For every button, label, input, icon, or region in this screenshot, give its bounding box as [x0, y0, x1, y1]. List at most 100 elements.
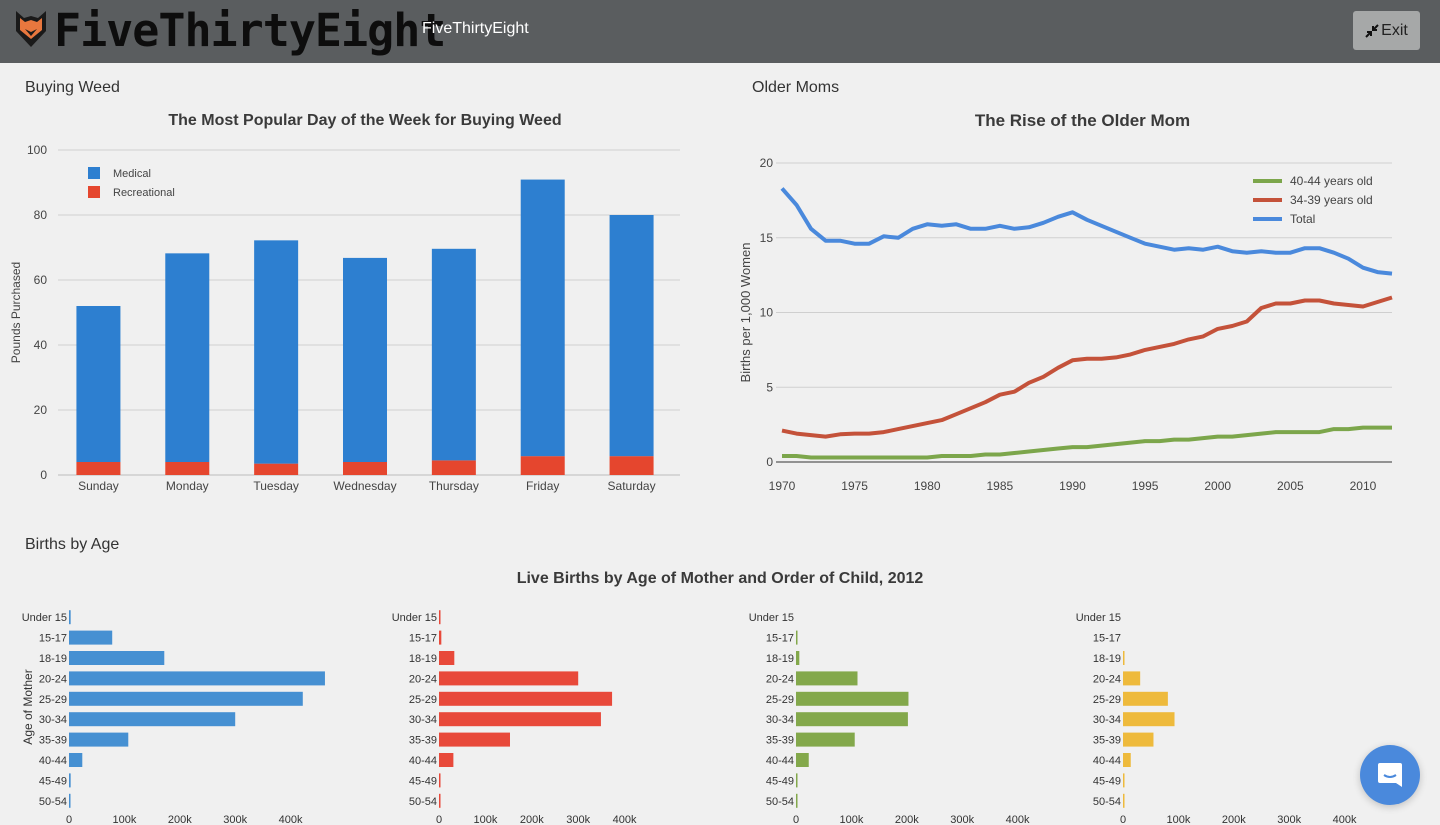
x-tick-label: Thursday — [429, 479, 479, 493]
bar-medical — [76, 306, 121, 462]
category-label: 35-39 — [766, 735, 794, 747]
bar — [439, 651, 455, 665]
x-tick-label: 1995 — [1132, 479, 1159, 493]
category-label: Under 15 — [1076, 612, 1121, 624]
y-axis-label: Pounds Purchased — [9, 262, 23, 363]
legend-label-recreational: Recreational — [113, 187, 175, 199]
x-tick-label: 300k — [566, 814, 590, 825]
category-label: 18-19 — [409, 653, 437, 665]
bar — [1123, 773, 1125, 788]
category-label: 30-34 — [39, 714, 67, 726]
bar — [439, 753, 454, 767]
compress-icon — [1365, 23, 1379, 38]
bar-medical — [165, 253, 210, 462]
x-tick-label: 0 — [436, 814, 442, 825]
x-tick-label: 2000 — [1204, 479, 1231, 493]
category-label: 25-29 — [39, 694, 67, 706]
x-tick-label: 200k — [1222, 814, 1246, 825]
category-label: 35-39 — [39, 735, 67, 747]
category-label: 25-29 — [766, 694, 794, 706]
x-tick-label: 400k — [279, 814, 303, 825]
bar-medical — [520, 179, 565, 457]
x-tick-label: 100k — [839, 814, 863, 825]
top-bar: FiveThirtyEight FiveThirtyEight Exit — [0, 0, 1440, 63]
x-tick-label: 100k — [473, 814, 497, 825]
x-tick-label: Wednesday — [333, 479, 396, 493]
y-axis-label: Age of Mother — [21, 669, 35, 744]
x-tick-label: Tuesday — [253, 479, 299, 493]
category-label: 30-34 — [409, 714, 437, 726]
category-label: 50-54 — [409, 796, 437, 808]
bar — [69, 671, 325, 686]
y-tick-label: 80 — [34, 208, 48, 222]
bar — [1123, 651, 1125, 665]
x-tick-label: Saturday — [608, 479, 656, 493]
legend-label: 34-39 years old — [1290, 193, 1373, 207]
y-tick-label: 100 — [27, 143, 47, 157]
bar-recreational — [343, 462, 387, 475]
brand-logo-text[interactable]: FiveThirtyEight — [54, 4, 446, 57]
y-tick-label: 20 — [760, 156, 774, 170]
legend-swatch-medical — [88, 167, 100, 179]
bar — [69, 732, 129, 747]
series-line-total — [780, 187, 1393, 276]
bar — [439, 732, 510, 747]
category-label: 50-54 — [39, 796, 67, 808]
bar — [69, 712, 236, 727]
category-label: 50-54 — [766, 796, 794, 808]
bar-recreational — [165, 462, 210, 475]
x-tick-label: 300k — [223, 814, 247, 825]
moms-chart-title: The Rise of the Older Mom — [974, 111, 1191, 130]
category-label: 15-17 — [409, 633, 437, 645]
bar — [1123, 691, 1168, 706]
births-chart-title: Live Births by Age of Mother and Order o… — [516, 570, 924, 587]
category-label: 20-24 — [409, 673, 437, 685]
x-tick-label: Friday — [526, 479, 559, 493]
y-tick-label: 0 — [40, 468, 47, 482]
category-label: 40-44 — [1093, 755, 1121, 767]
legend-swatch-recreational — [88, 186, 100, 198]
weed-bar-chart: 0 20 40 60 80 100 Pounds Purchased Sunday Monday… — [9, 143, 680, 493]
fox-icon — [16, 11, 46, 47]
x-tick-label: 100k — [112, 814, 136, 825]
category-label: Under 15 — [749, 612, 794, 624]
bar — [796, 630, 798, 645]
category-label: 45-49 — [409, 775, 437, 787]
x-tick-label: 1985 — [987, 479, 1014, 493]
exit-button[interactable]: Exit — [1353, 11, 1420, 50]
bar-recreational — [76, 462, 121, 475]
category-label: 20-24 — [39, 673, 67, 685]
x-tick-label: 400k — [1006, 814, 1030, 825]
x-tick-label: 400k — [1333, 814, 1357, 825]
bar — [796, 773, 798, 788]
category-label: 18-19 — [766, 653, 794, 665]
bar — [796, 651, 800, 665]
bar — [439, 671, 579, 686]
legend-label: 40-44 years old — [1290, 174, 1373, 188]
category-label: 15-17 — [39, 633, 67, 645]
section-title-births-by-age: Births by Age — [25, 536, 120, 553]
x-tick-label: 1980 — [914, 479, 941, 493]
category-label: Under 15 — [392, 612, 437, 624]
y-tick-label: 15 — [760, 231, 774, 245]
y-tick-label: 10 — [760, 306, 774, 320]
bar — [796, 793, 798, 808]
category-label: 35-39 — [1093, 735, 1121, 747]
x-tick-label: 200k — [520, 814, 544, 825]
x-tick-label: 300k — [950, 814, 974, 825]
bar — [69, 773, 71, 788]
bar — [439, 630, 442, 645]
y-tick-label: 60 — [34, 273, 48, 287]
series-line-34-39 — [781, 295, 1393, 439]
category-label: 20-24 — [766, 673, 794, 685]
x-tick-label: 200k — [895, 814, 919, 825]
bar — [1123, 753, 1131, 767]
bar — [796, 671, 858, 686]
bar — [796, 691, 909, 706]
category-label: 45-49 — [1093, 775, 1121, 787]
category-label: 40-44 — [766, 755, 794, 767]
y-axis-label: Births per 1,000 Women — [738, 243, 753, 383]
bar-medical — [254, 240, 299, 464]
bar-recreational — [431, 460, 476, 475]
chat-button[interactable] — [1360, 745, 1420, 805]
